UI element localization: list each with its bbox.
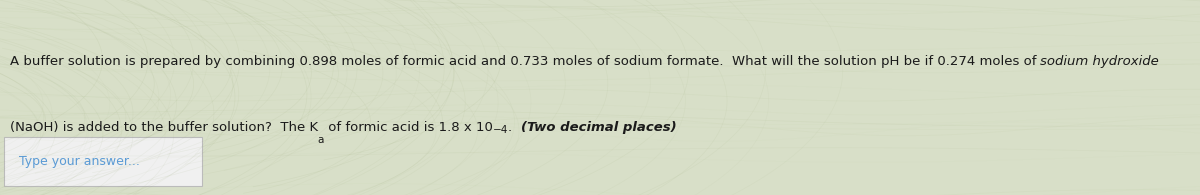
Text: (Two decimal places): (Two decimal places)	[521, 121, 677, 134]
Text: .: .	[509, 121, 521, 134]
Text: of formic acid is 1.8 x 10: of formic acid is 1.8 x 10	[324, 121, 493, 134]
Text: Type your answer...: Type your answer...	[19, 155, 140, 168]
Text: −4: −4	[493, 125, 509, 135]
Text: (NaOH) is added to the buffer solution?  The K: (NaOH) is added to the buffer solution? …	[10, 121, 318, 134]
Text: sodium hydroxide: sodium hydroxide	[1040, 55, 1159, 68]
Text: a: a	[318, 135, 324, 144]
FancyBboxPatch shape	[4, 137, 202, 186]
Text: A buffer solution is prepared by combining 0.898 moles of formic acid and 0.733 : A buffer solution is prepared by combini…	[10, 55, 1040, 68]
